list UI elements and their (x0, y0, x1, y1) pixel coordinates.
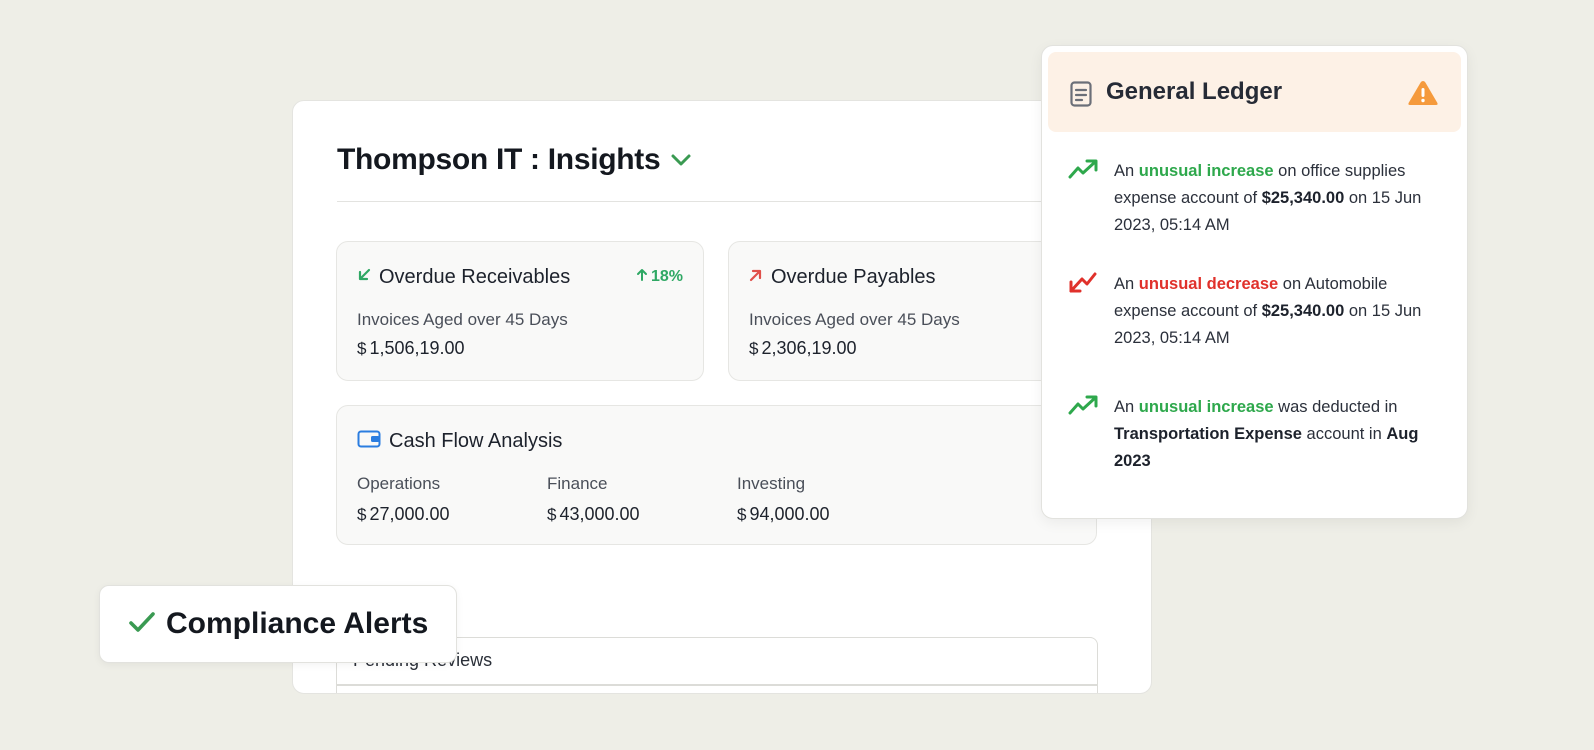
cf-value: $27,000.00 (357, 504, 547, 525)
cf-value: $43,000.00 (547, 504, 737, 525)
alert-text-part: An (1114, 162, 1139, 180)
title-divider (337, 201, 1151, 202)
card-title: Overdue Payables (771, 266, 936, 288)
alert-bold-text: Aug 2023 (1114, 425, 1419, 470)
compliance-alerts-label: Compliance Alerts (166, 607, 429, 640)
ledger-alert-text: An unusual decrease on Automobile expens… (1114, 271, 1454, 352)
alert-bold-text: Transportation Expense (1114, 425, 1302, 443)
check-icon (128, 610, 156, 639)
arrow-down-left-icon (357, 268, 371, 287)
ledger-title: General Ledger (1106, 78, 1283, 105)
currency-symbol: $ (737, 505, 747, 524)
general-ledger-panel: General Ledger An unusual increase on of… (1041, 45, 1468, 519)
ledger-header: General Ledger (1048, 52, 1461, 132)
page-title: Thompson IT : Insights (337, 143, 661, 176)
pending-reviews-table[interactable]: Pending Reviews (336, 637, 1098, 693)
arrow-up-right-icon (749, 268, 763, 287)
trend-up-icon (1068, 158, 1100, 185)
card-subtitle: Invoices Aged over 45 Days (749, 310, 960, 329)
cf-label: Investing (737, 474, 806, 493)
alert-text-part: on office supplies expense account of (1114, 162, 1406, 207)
card-amount: $1,506,19.00 (357, 338, 465, 359)
alert-text-part: An (1114, 398, 1139, 416)
arrow-up-icon (636, 268, 648, 286)
card-title: Cash Flow Analysis (389, 430, 563, 452)
cf-amount: 94,000.00 (749, 504, 830, 524)
trend-up-icon (1068, 394, 1100, 421)
ledger-alert-text: An unusual increase was deducted in Tran… (1114, 394, 1454, 475)
cash-flow-finance: Finance $43,000.00 (547, 474, 737, 525)
cash-flow-investing: Investing $94,000.00 (737, 474, 927, 525)
cash-flow-columns: Operations $27,000.00 Finance $43,000.00… (357, 474, 927, 525)
alert-text-part: on Automobile expense account of (1114, 275, 1388, 320)
currency-symbol: $ (749, 339, 759, 358)
trend-down-icon (1068, 271, 1100, 300)
insights-header[interactable]: Thompson IT : Insights (337, 143, 692, 177)
trend-value: 18% (650, 268, 683, 285)
table-divider (337, 684, 1097, 686)
compliance-alerts-badge[interactable]: Compliance Alerts (99, 585, 457, 663)
alert-highlight: unusual increase (1138, 162, 1274, 180)
wallet-icon (357, 430, 381, 453)
cf-label: Operations (357, 474, 441, 493)
currency-symbol: $ (357, 339, 367, 358)
insights-card: Thompson IT : Insights Overdue Receivabl… (292, 100, 1152, 694)
overdue-payables-card[interactable]: Overdue Payables 2 Invoices Aged over 45… (728, 241, 1111, 381)
card-amount: $2,306,19.00 (749, 338, 857, 359)
overdue-receivables-card[interactable]: Overdue Receivables 18% Invoices Aged ov… (336, 241, 704, 381)
cf-amount: 27,000.00 (369, 504, 450, 524)
card-title: Overdue Receivables (379, 266, 571, 288)
currency-symbol: $ (547, 505, 557, 524)
card-subtitle: Invoices Aged over 45 Days (357, 310, 568, 329)
trend-badge: 18% (636, 268, 683, 286)
amount-value: 2,306,19.00 (761, 338, 857, 358)
alert-text-part: An (1114, 275, 1139, 293)
currency-symbol: $ (357, 505, 367, 524)
warning-icon (1407, 79, 1439, 112)
cf-label: Finance (547, 474, 608, 493)
alert-text-part: account in (1301, 425, 1387, 443)
cash-flow-operations: Operations $27,000.00 (357, 474, 547, 525)
alert-highlight: unusual increase (1138, 398, 1274, 416)
alert-amount: $25,340.00 (1261, 189, 1345, 207)
amount-value: 1,506,19.00 (369, 338, 465, 358)
alert-text-part: was deducted in (1273, 398, 1398, 416)
alert-text-part: on 15 Jun 2023, 05:14 AM (1114, 302, 1422, 347)
cf-amount: 43,000.00 (559, 504, 640, 524)
cf-value: $94,000.00 (737, 504, 927, 525)
chevron-down-icon[interactable] (670, 153, 692, 167)
ledger-alert-text: An unusual increase on office supplies e… (1114, 158, 1454, 239)
alert-highlight: unusual decrease (1138, 275, 1279, 293)
alert-amount: $25,340.00 (1261, 302, 1345, 320)
document-icon (1070, 81, 1092, 112)
alert-text-part: on 15 Jun 2023, 05:14 AM (1114, 189, 1422, 234)
cash-flow-card[interactable]: Cash Flow Analysis Operations $27,000.00… (336, 405, 1097, 545)
